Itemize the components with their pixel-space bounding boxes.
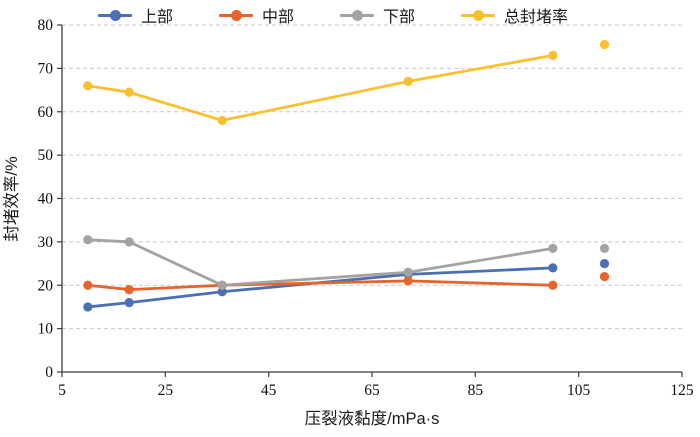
y-tick-label: 40 <box>38 191 54 208</box>
series-extra-marker-total <box>599 39 610 50</box>
legend-line-dot-icon <box>219 9 254 21</box>
legend-dot <box>352 9 364 21</box>
series-marker-lower <box>403 267 413 277</box>
y-tick-label: 0 <box>45 364 53 381</box>
series-marker-total <box>83 81 93 91</box>
y-tick-label: 80 <box>38 17 54 34</box>
x-tick-label: 25 <box>158 382 174 399</box>
series-marker-upper <box>124 298 134 308</box>
legend-item-total[interactable]: 总封堵率 <box>461 3 568 27</box>
series-marker-total <box>548 50 558 60</box>
legend-line-dot-icon <box>340 9 375 21</box>
legend-label-middle: 中部 <box>262 9 295 26</box>
series-extra-marker-lower <box>599 243 610 253</box>
series-marker-total <box>124 87 134 97</box>
series-marker-middle <box>548 280 558 290</box>
legend-line-dot-icon <box>461 9 496 21</box>
series-line-lower <box>86 238 555 287</box>
series-extra-marker-upper <box>599 258 610 269</box>
y-axis-label: 封堵效率/% <box>2 156 21 242</box>
y-tick-label: 60 <box>38 104 54 121</box>
series-marker-lower <box>83 235 93 245</box>
series-marker-middle <box>124 284 134 295</box>
legend-line-dot-icon <box>98 9 132 21</box>
x-tick-label: 45 <box>261 382 277 399</box>
legend-label-total: 总封堵率 <box>504 9 569 26</box>
x-tick-label: 65 <box>364 382 380 399</box>
legend-item-lower[interactable]: 下部 <box>340 3 415 27</box>
legend-dot <box>231 9 243 21</box>
x-tick-label: 85 <box>468 382 484 399</box>
legend-item-middle[interactable]: 中部 <box>219 3 294 27</box>
series-marker-total <box>217 115 227 126</box>
series-marker-upper <box>217 287 227 297</box>
series-extra-marker-middle <box>599 271 610 282</box>
series-line-total <box>86 53 555 122</box>
legend-item-upper[interactable]: 上部 <box>98 3 173 27</box>
legend-label-lower: 下部 <box>383 9 416 26</box>
y-tick-label: 30 <box>38 234 54 251</box>
x-tick-label: 5 <box>58 382 66 399</box>
series-marker-lower <box>217 280 227 290</box>
x-tick-label: 105 <box>567 382 591 399</box>
legend-dot <box>110 9 121 21</box>
y-tick-label: 10 <box>38 321 54 338</box>
series-marker-middle <box>83 280 93 290</box>
x-tick-label: 125 <box>670 382 694 399</box>
legend: 上部 中部 下部 总封堵率 <box>98 3 568 27</box>
series-marker-lower <box>548 243 558 253</box>
legend-dot <box>473 9 485 21</box>
x-axis-label: 压裂液黏度/mPa·s <box>305 409 440 428</box>
y-tick-label: 70 <box>38 60 54 77</box>
legend-label-upper: 上部 <box>141 9 174 26</box>
series-marker-lower <box>124 237 134 247</box>
series-marker-total <box>403 76 413 86</box>
series-marker-middle <box>403 276 413 286</box>
series-marker-upper <box>548 263 558 273</box>
series-marker-upper <box>83 302 93 312</box>
y-tick-label: 20 <box>38 277 54 294</box>
y-tick-label: 50 <box>38 147 54 164</box>
